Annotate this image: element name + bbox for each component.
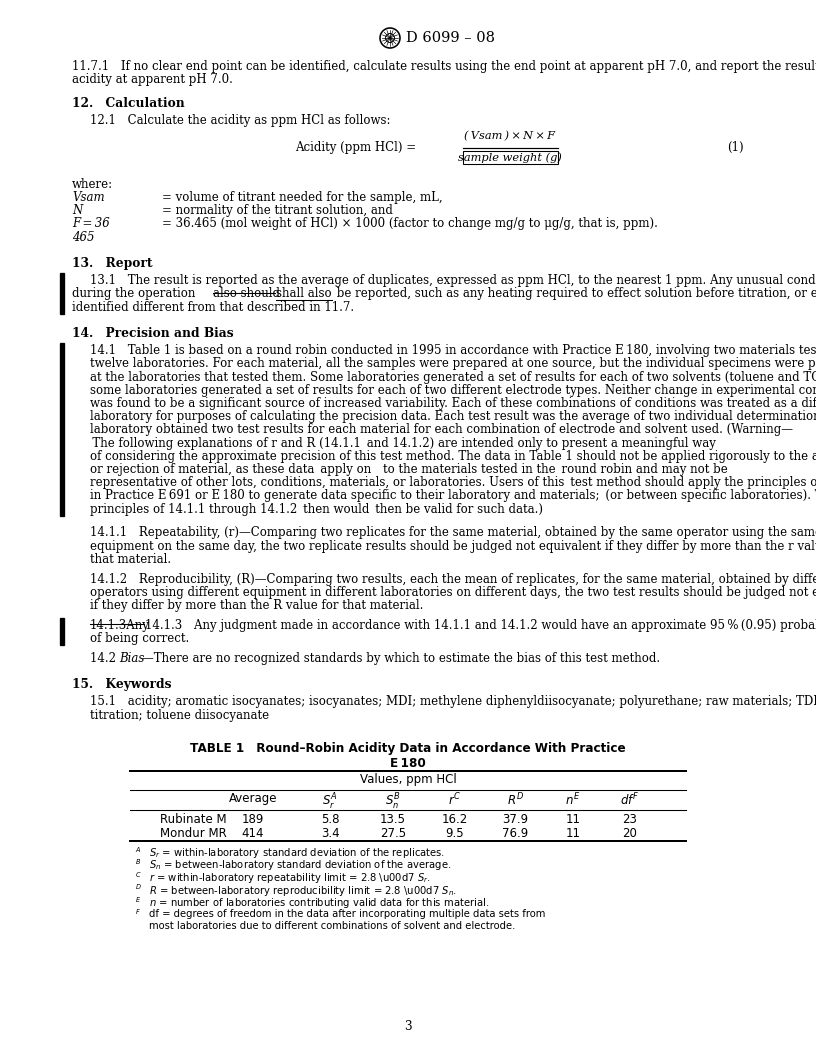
Text: 14.1  Table 1 is based on a round robin conducted in 1995 in accordance with Pra: 14.1 Table 1 is based on a round robin c…	[90, 344, 816, 357]
Text: 23: 23	[623, 813, 637, 826]
Text: $^B$: $^B$	[135, 859, 141, 867]
Text: $R$ = between-laboratory reproducibility limit = 2.8 \u00d7 $S_n$.: $R$ = between-laboratory reproducibility…	[149, 884, 457, 898]
Text: Rubinate M: Rubinate M	[160, 813, 227, 826]
Text: N: N	[72, 204, 82, 218]
Text: $r^C$: $r^C$	[448, 792, 462, 808]
Text: 3: 3	[404, 1019, 412, 1033]
Text: Values, ppm HCl: Values, ppm HCl	[360, 773, 456, 786]
Text: 9.5: 9.5	[446, 827, 464, 841]
Text: E 180: E 180	[390, 757, 426, 771]
Text: 189: 189	[242, 813, 264, 826]
Text: 76.9: 76.9	[502, 827, 528, 841]
Text: = volume of titrant needed for the sample, mL,: = volume of titrant needed for the sampl…	[162, 191, 442, 204]
Text: 465: 465	[72, 230, 95, 244]
Text: 12.  Calculation: 12. Calculation	[72, 97, 184, 110]
Text: $S_r^A$: $S_r^A$	[322, 792, 338, 812]
Text: $n^E$: $n^E$	[565, 792, 581, 808]
Text: $^C$: $^C$	[135, 871, 142, 880]
Text: $S_n^B$: $S_n^B$	[385, 792, 401, 812]
Text: be reported, such as any heating required to effect solution before titration, o: be reported, such as any heating require…	[333, 287, 816, 301]
Text: 414: 414	[242, 827, 264, 841]
Text: F = 36: F = 36	[72, 218, 109, 230]
Text: 11: 11	[565, 827, 580, 841]
Bar	[60, 274, 64, 314]
Text: 14.1.3Any: 14.1.3Any	[90, 619, 150, 631]
Text: operators using different equipment in different laboratories on different days,: operators using different equipment in d…	[90, 586, 816, 599]
Text: $df^F$: $df^F$	[620, 792, 640, 808]
Text: during the operation: during the operation	[72, 287, 202, 301]
Text: at the laboratories that tested them. Some laboratories generated a set of resul: at the laboratories that tested them. So…	[90, 371, 816, 383]
Text: some laboratories generated a set of results for each of two different electrode: some laboratories generated a set of res…	[90, 383, 816, 397]
Text: identified different from that described in 11.7.: identified different from that described…	[72, 301, 354, 314]
Text: 14.  Precision and Bias: 14. Precision and Bias	[72, 327, 233, 340]
Text: $n$ = number of laboratories contributing valid data for this material.: $n$ = number of laboratories contributin…	[149, 897, 490, 910]
Text: Vsam: Vsam	[72, 191, 104, 204]
Text: 16.2: 16.2	[442, 813, 468, 826]
Text: $S_r$ = within-laboratory standard deviation of the replicates.: $S_r$ = within-laboratory standard devia…	[149, 846, 445, 860]
Text: 13.1  The result is reported as the average of duplicates, expressed as ppm HCl,: 13.1 The result is reported as the avera…	[90, 275, 816, 287]
Text: The following explanations of r and R (14.1.1 and 14.1.2) are intended only to p: The following explanations of r and R (1…	[90, 436, 716, 450]
Text: equipment on the same day, the two replicate results should be judged not equiva: equipment on the same day, the two repli…	[90, 540, 816, 552]
Bar	[60, 618, 64, 645]
Text: 14.1.2  Reproducibility, (R)—Comparing two results, each the mean of replicates,: 14.1.2 Reproducibility, (R)—Comparing tw…	[90, 572, 816, 586]
Text: laboratory for purposes of calculating the precision data. Each test result was : laboratory for purposes of calculating t…	[90, 410, 816, 423]
Text: Bias: Bias	[119, 652, 144, 665]
Text: Mondur MR: Mondur MR	[160, 827, 227, 841]
Text: Average: Average	[228, 792, 277, 805]
Text: principles of 14.1.1 through 14.1.2 then would then be valid for such data.): principles of 14.1.1 through 14.1.2 then…	[90, 503, 543, 515]
Text: ( Vsam ) × N × F: ( Vsam ) × N × F	[464, 131, 556, 140]
Text: 12.1  Calculate the acidity as ppm HCl as follows:: 12.1 Calculate the acidity as ppm HCl as…	[90, 114, 391, 127]
Text: 20: 20	[623, 827, 637, 841]
Text: 27.5: 27.5	[380, 827, 406, 841]
Text: $^E$: $^E$	[135, 897, 141, 905]
Text: or rejection of material, as these data apply on  to the materials tested in the: or rejection of material, as these data …	[90, 463, 728, 476]
Text: $R^D$: $R^D$	[507, 792, 524, 808]
Text: shall also: shall also	[276, 287, 331, 301]
Text: $^D$: $^D$	[135, 884, 142, 892]
Text: 14.2: 14.2	[90, 652, 128, 665]
Text: D 6099 – 08: D 6099 – 08	[406, 31, 495, 45]
Text: df = degrees of freedom in the data after incorporating multiple data sets from: df = degrees of freedom in the data afte…	[149, 908, 545, 919]
Text: = normality of the titrant solution, and: = normality of the titrant solution, and	[162, 204, 392, 218]
Bar	[60, 343, 64, 515]
Text: 15.1  acidity; aromatic isocyanates; isocyanates; MDI; methylene diphenyldiisocy: 15.1 acidity; aromatic isocyanates; isoc…	[90, 695, 816, 709]
Text: titration; toluene diisocyanate: titration; toluene diisocyanate	[90, 709, 269, 721]
Text: twelve laboratories. For each material, all the samples were prepared at one sou: twelve laboratories. For each material, …	[90, 357, 816, 371]
Text: 15.  Keywords: 15. Keywords	[72, 678, 171, 692]
Text: in Practice E 691 or E 180 to generate data specific to their laboratory and mat: in Practice E 691 or E 180 to generate d…	[90, 489, 816, 503]
Text: $^A$: $^A$	[135, 846, 141, 855]
Text: 3.4: 3.4	[321, 827, 339, 841]
Text: —There are no recognized standards by which to estimate the bias of this test me: —There are no recognized standards by wh…	[142, 652, 660, 665]
Text: TABLE 1  Round–Robin Acidity Data in Accordance With Practice: TABLE 1 Round–Robin Acidity Data in Acco…	[190, 741, 626, 755]
Text: also should: also should	[213, 287, 280, 301]
Text: $^F$: $^F$	[135, 908, 141, 918]
Bar	[463, 151, 557, 164]
Text: 11.7.1  If no clear end point can be identified, calculate results using the end: 11.7.1 If no clear end point can be iden…	[72, 60, 816, 73]
Text: acidity at apparent pH 7.0.: acidity at apparent pH 7.0.	[72, 73, 233, 87]
Text: representative of other lots, conditions, materials, or laboratories. Users of t: representative of other lots, conditions…	[90, 476, 816, 489]
Text: = 36.465 (mol weight of HCl) × 1000 (factor to change mg/g to μg/g, that is, ppm: = 36.465 (mol weight of HCl) × 1000 (fac…	[162, 218, 658, 230]
Text: of considering the approximate precision of this test method. The data in Table : of considering the approximate precision…	[90, 450, 816, 463]
Text: was found to be a significant source of increased variability. Each of these com: was found to be a significant source of …	[90, 397, 816, 410]
Text: $r$ = within-laboratory repeatability limit = 2.8 \u00d7 $S_r$.: $r$ = within-laboratory repeatability li…	[149, 871, 431, 885]
Text: 37.9: 37.9	[502, 813, 528, 826]
Text: if they differ by more than the R value for that material.: if they differ by more than the R value …	[90, 599, 424, 612]
Text: (1): (1)	[727, 142, 744, 154]
Text: sample weight (g): sample weight (g)	[458, 153, 562, 164]
Text: 11: 11	[565, 813, 580, 826]
Text: 14.1.3  Any judgment made in accordance with 14.1.1 and 14.1.2 would have an app: 14.1.3 Any judgment made in accordance w…	[145, 619, 816, 631]
Text: laboratory obtained two test results for each material for each combination of e: laboratory obtained two test results for…	[90, 423, 793, 436]
Text: most laboratories due to different combinations of solvent and electrode.: most laboratories due to different combi…	[149, 921, 516, 931]
Text: that material.: that material.	[90, 552, 171, 566]
Text: 14.1.1  Repeatability, (r)—Comparing two replicates for the same material, obtai: 14.1.1 Repeatability, (r)—Comparing two …	[90, 526, 816, 540]
Text: where:: where:	[72, 177, 113, 191]
Text: of being correct.: of being correct.	[90, 631, 189, 645]
Text: Acidity (ppm HCl) =: Acidity (ppm HCl) =	[295, 142, 416, 154]
Text: $S_n$ = between-laboratory standard deviation of the average.: $S_n$ = between-laboratory standard devi…	[149, 859, 451, 872]
Text: 5.8: 5.8	[321, 813, 339, 826]
Text: 13.  Report: 13. Report	[72, 257, 153, 270]
Text: 13.5: 13.5	[380, 813, 406, 826]
